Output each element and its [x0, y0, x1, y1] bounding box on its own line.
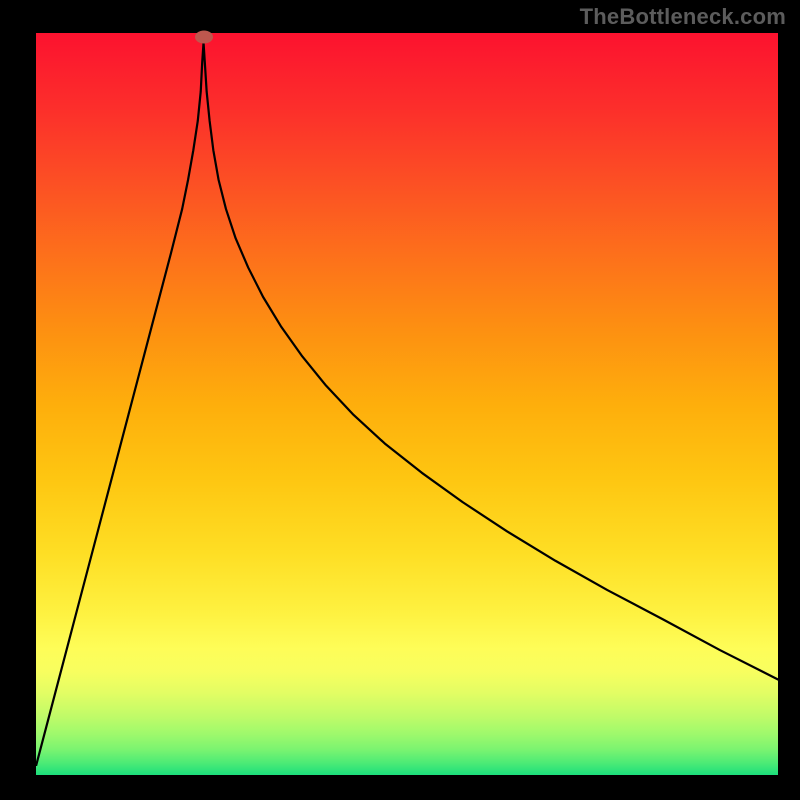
plot-area	[36, 33, 778, 766]
curve-line	[36, 33, 778, 766]
chart-container: TheBottleneck.com	[0, 0, 800, 800]
trough-marker	[195, 31, 213, 44]
watermark-text: TheBottleneck.com	[580, 4, 786, 30]
